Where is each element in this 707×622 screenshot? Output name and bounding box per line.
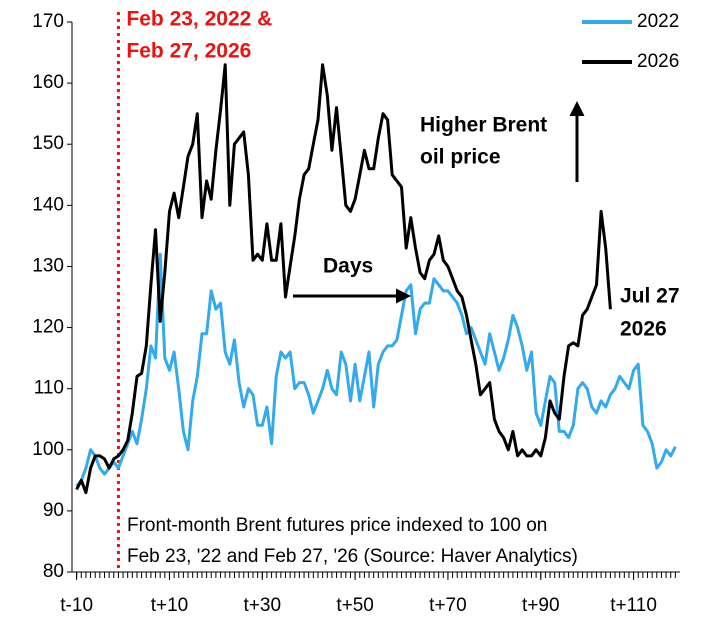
x-tick-label: t+10 bbox=[151, 595, 189, 616]
x-tick-label: t+110 bbox=[610, 595, 657, 616]
y-tick-label: 150 bbox=[32, 133, 64, 154]
annotation: Jul 27 bbox=[620, 285, 680, 308]
annotation: Days bbox=[323, 255, 373, 278]
event-label: Feb 23, 2022 & bbox=[126, 8, 272, 31]
event-label: Feb 27, 2026 bbox=[126, 40, 251, 63]
y-tick-label: 160 bbox=[32, 72, 64, 93]
note: Feb 23, '22 and Feb 27, '26 (Source: Hav… bbox=[127, 546, 578, 567]
series-line bbox=[75, 252, 677, 488]
y-tick-label: 130 bbox=[32, 255, 64, 276]
x-tick-label: t+30 bbox=[244, 595, 282, 616]
series-line bbox=[75, 63, 612, 495]
note: Front-month Brent futures price indexed … bbox=[127, 515, 547, 536]
y-tick-label: 120 bbox=[32, 317, 64, 338]
y-tick-label: 110 bbox=[34, 378, 64, 399]
y-tick-label: 100 bbox=[32, 439, 64, 460]
x-tick-label: t-10 bbox=[60, 595, 93, 616]
legend-label: 2022 bbox=[637, 11, 679, 32]
x-tick-label: t+70 bbox=[429, 595, 467, 616]
y-tick-label: 80 bbox=[43, 561, 64, 582]
annotation: Higher Brent bbox=[420, 114, 547, 137]
y-tick-label: 90 bbox=[43, 500, 64, 521]
annotation: 2026 bbox=[620, 318, 667, 341]
legend-label: 2026 bbox=[637, 51, 679, 72]
x-tick-label: t+50 bbox=[336, 595, 374, 616]
x-tick-label: t+90 bbox=[522, 595, 560, 616]
y-tick-label: 140 bbox=[32, 194, 64, 215]
y-tick-label: 170 bbox=[32, 11, 64, 32]
annotation: oil price bbox=[420, 146, 501, 169]
annotations: Higher Brent oil price Days Jul 27 2026 … bbox=[127, 101, 680, 567]
